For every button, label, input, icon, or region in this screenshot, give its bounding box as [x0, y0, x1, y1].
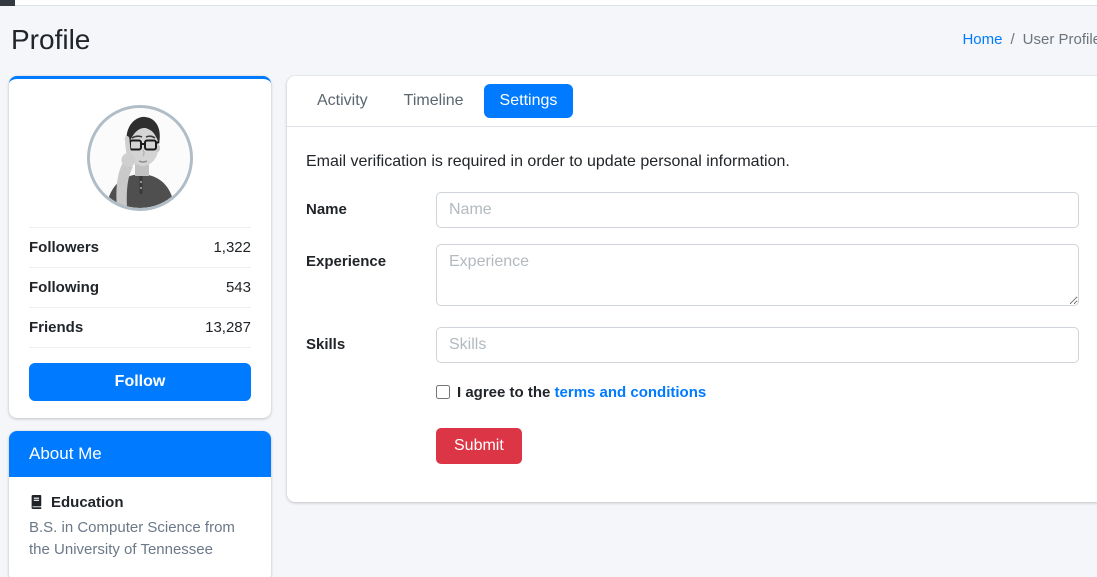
sidebar-edge: [0, 0, 15, 6]
submit-button[interactable]: Submit: [436, 427, 522, 464]
form-row-experience: Experience: [306, 243, 1079, 311]
profile-stats: Followers 1,322 Following 543 Friends 13…: [29, 226, 251, 348]
about-me-header: About Me: [9, 430, 271, 477]
stat-value: 543: [225, 278, 251, 296]
terms-checkbox[interactable]: [436, 385, 450, 400]
stat-label: Friends: [29, 318, 84, 336]
name-label: Name: [306, 200, 347, 218]
tab-bar: Activity Timeline Settings: [287, 76, 1097, 127]
stat-row-followers: Followers 1,322: [29, 228, 251, 268]
breadcrumb-separator: /: [1010, 31, 1015, 49]
education-heading-label: Education: [51, 493, 124, 511]
name-input[interactable]: [436, 191, 1079, 228]
profile-sidebar: Followers 1,322 Following 543 Friends 13…: [9, 75, 271, 577]
top-navbar-strip: [0, 0, 1097, 6]
terms-agreement-row: I agree to the terms and conditions: [436, 384, 1079, 401]
skills-input[interactable]: [436, 326, 1079, 363]
skills-label: Skills: [306, 335, 346, 353]
form-row-skills: Skills: [306, 326, 1079, 363]
terms-and-conditions-link[interactable]: terms and conditions: [554, 383, 707, 401]
stat-label: Followers: [29, 238, 100, 256]
tab-timeline[interactable]: Timeline: [403, 91, 464, 109]
experience-textarea[interactable]: [436, 243, 1079, 306]
email-verification-note: Email verification is required in order …: [306, 152, 790, 170]
page-title: Profile: [11, 24, 91, 55]
settings-panel: Email verification is required in order …: [287, 127, 1097, 502]
education-text: B.S. in Computer Science from the Univer…: [29, 518, 235, 559]
profile-content-card: Activity Timeline Settings Email verific…: [287, 75, 1097, 502]
book-icon: [31, 495, 42, 510]
avatar-wrap: [29, 99, 251, 227]
avatar: [87, 104, 193, 211]
experience-label: Experience: [306, 252, 387, 270]
stat-value: 13,287: [205, 318, 251, 336]
agree-text: I agree to the: [457, 383, 551, 401]
about-me-body: Education B.S. in Computer Science from …: [9, 477, 271, 577]
profile-card: Followers 1,322 Following 543 Friends 13…: [9, 75, 271, 418]
tab-settings[interactable]: Settings: [483, 83, 574, 118]
stat-label: Following: [29, 278, 99, 296]
education-heading: Education: [29, 494, 251, 511]
terms-agreement-label: I agree to the terms and conditions: [457, 384, 706, 401]
stat-row-following: Following 543: [29, 268, 251, 308]
follow-button[interactable]: Follow: [29, 362, 251, 401]
stat-row-friends: Friends 13,287: [29, 308, 251, 348]
avatar-illustration: [90, 107, 190, 208]
breadcrumb: Home / User Profile: [962, 31, 1097, 48]
about-me-card: About Me Education B.S. in Computer Scie…: [9, 430, 271, 577]
breadcrumb-home-link[interactable]: Home: [962, 31, 1003, 49]
form-row-name: Name: [306, 191, 1079, 228]
breadcrumb-current: User Profile: [1022, 31, 1097, 49]
stat-value: 1,322: [213, 238, 251, 256]
tab-activity[interactable]: Activity: [317, 91, 368, 109]
content-header: Profile Home / User Profile: [11, 23, 1097, 57]
